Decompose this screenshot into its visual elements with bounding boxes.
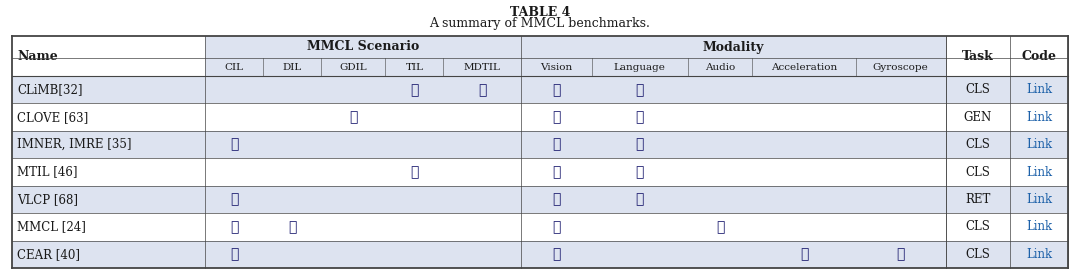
Text: ✓: ✓ xyxy=(636,110,644,124)
Text: CLS: CLS xyxy=(966,83,990,96)
Text: TABLE 4: TABLE 4 xyxy=(510,5,570,19)
Text: CLS: CLS xyxy=(966,165,990,178)
Text: ✓: ✓ xyxy=(636,165,644,179)
Text: Link: Link xyxy=(1026,193,1052,206)
Text: ✓: ✓ xyxy=(349,110,357,124)
Text: ✓: ✓ xyxy=(230,220,239,234)
Text: MDTIL: MDTIL xyxy=(463,62,500,72)
Text: ✓: ✓ xyxy=(230,192,239,206)
Bar xyxy=(205,58,264,76)
Bar xyxy=(688,58,753,76)
Text: TIL: TIL xyxy=(405,62,423,72)
Text: Link: Link xyxy=(1026,220,1052,233)
Bar xyxy=(592,58,688,76)
Text: Name: Name xyxy=(17,50,57,62)
Bar xyxy=(12,76,1068,103)
Text: ✓: ✓ xyxy=(552,110,561,124)
Bar xyxy=(386,58,444,76)
Text: Vision: Vision xyxy=(540,62,572,72)
Text: Link: Link xyxy=(1026,248,1052,261)
Text: ✓: ✓ xyxy=(477,83,486,97)
Text: ✓: ✓ xyxy=(552,192,561,206)
Text: Link: Link xyxy=(1026,83,1052,96)
Text: Gyroscope: Gyroscope xyxy=(873,62,929,72)
Text: CLS: CLS xyxy=(966,248,990,261)
Text: DIL: DIL xyxy=(283,62,301,72)
Bar xyxy=(946,36,1068,76)
Text: CLS: CLS xyxy=(966,220,990,233)
Text: ✓: ✓ xyxy=(800,247,808,261)
Text: ✓: ✓ xyxy=(896,247,905,261)
Text: ✓: ✓ xyxy=(552,220,561,234)
Bar xyxy=(753,58,855,76)
Text: ✓: ✓ xyxy=(230,138,239,152)
Bar xyxy=(521,36,946,58)
Bar xyxy=(12,131,1068,158)
Bar xyxy=(321,58,386,76)
Text: ✓: ✓ xyxy=(552,165,561,179)
Text: A summary of MMCL benchmarks.: A summary of MMCL benchmarks. xyxy=(430,18,650,30)
Text: CEAR [40]: CEAR [40] xyxy=(17,248,80,261)
Text: ✓: ✓ xyxy=(552,83,561,97)
Text: MTIL [46]: MTIL [46] xyxy=(17,165,78,178)
Bar xyxy=(12,213,1068,241)
Text: ✓: ✓ xyxy=(288,220,296,234)
Text: Acceleration: Acceleration xyxy=(771,62,837,72)
Text: Task: Task xyxy=(962,50,994,62)
Text: ✓: ✓ xyxy=(552,138,561,152)
Bar xyxy=(12,186,1068,213)
Text: CLiMB[32]: CLiMB[32] xyxy=(17,83,82,96)
Text: Code: Code xyxy=(1022,50,1056,62)
Text: MMCL [24]: MMCL [24] xyxy=(17,220,86,233)
Bar xyxy=(205,36,521,58)
Text: ✓: ✓ xyxy=(410,165,419,179)
Text: Modality: Modality xyxy=(702,41,764,53)
Text: CLOVE [63]: CLOVE [63] xyxy=(17,111,89,124)
Text: IMNER, IMRE [35]: IMNER, IMRE [35] xyxy=(17,138,132,151)
Text: VLCP [68]: VLCP [68] xyxy=(17,193,78,206)
Bar xyxy=(12,103,1068,131)
Bar xyxy=(855,58,946,76)
Bar xyxy=(12,241,1068,268)
Text: Language: Language xyxy=(613,62,665,72)
Text: Link: Link xyxy=(1026,138,1052,151)
Text: MMCL Scenario: MMCL Scenario xyxy=(307,41,419,53)
Text: ✓: ✓ xyxy=(716,220,725,234)
Bar xyxy=(12,36,205,76)
Bar xyxy=(444,58,521,76)
Text: ✓: ✓ xyxy=(636,138,644,152)
Text: CLS: CLS xyxy=(966,138,990,151)
Text: Link: Link xyxy=(1026,165,1052,178)
Text: ✓: ✓ xyxy=(410,83,419,97)
Text: ✓: ✓ xyxy=(636,192,644,206)
Text: Link: Link xyxy=(1026,111,1052,124)
Text: ✓: ✓ xyxy=(636,83,644,97)
Bar xyxy=(12,158,1068,186)
Bar xyxy=(521,58,592,76)
Text: ✓: ✓ xyxy=(552,247,561,261)
Text: Audio: Audio xyxy=(705,62,735,72)
Text: GEN: GEN xyxy=(963,111,991,124)
Bar xyxy=(264,58,321,76)
Text: RET: RET xyxy=(966,193,990,206)
Text: ✓: ✓ xyxy=(230,247,239,261)
Text: CIL: CIL xyxy=(225,62,244,72)
Text: GDIL: GDIL xyxy=(339,62,367,72)
